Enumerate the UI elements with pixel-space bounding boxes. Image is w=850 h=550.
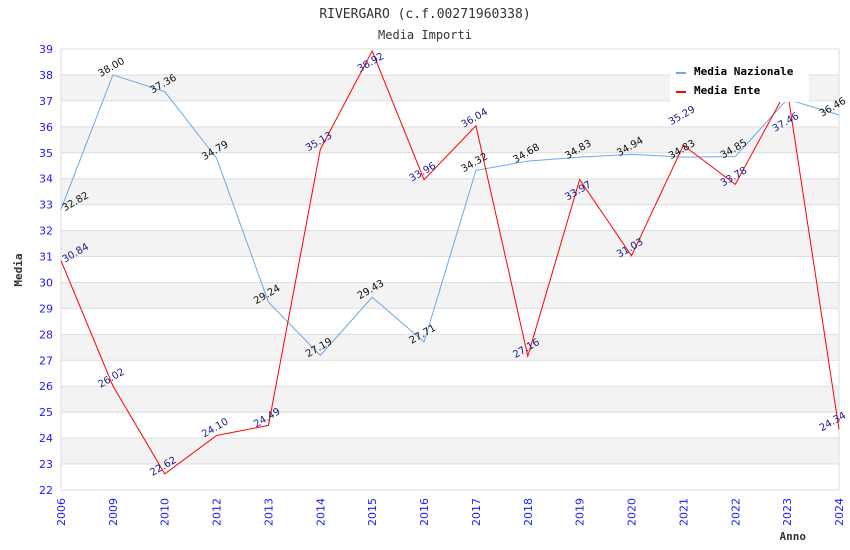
y-tick-label: 36 xyxy=(39,121,53,134)
x-tick-label: 2012 xyxy=(211,498,224,526)
y-tick-label: 28 xyxy=(39,328,53,341)
legend-label-media-ente: Media Ente xyxy=(694,84,761,97)
grid-band xyxy=(61,438,839,465)
y-tick-label: 26 xyxy=(39,380,53,393)
x-tick-label: 2014 xyxy=(314,498,327,526)
grid-band xyxy=(61,386,839,413)
chart-title: RIVERGARO (c.f.00271960338) xyxy=(319,7,530,22)
x-tick-label: 2023 xyxy=(781,498,794,526)
x-tick-label: 2021 xyxy=(677,498,690,526)
legend-background xyxy=(670,58,809,102)
y-tick-label: 34 xyxy=(39,173,53,186)
y-tick-label: 25 xyxy=(39,406,53,419)
y-tick-label: 27 xyxy=(39,354,53,367)
grid-band xyxy=(61,334,839,361)
y-tick-label: 39 xyxy=(39,43,53,56)
x-tick-label: 2016 xyxy=(418,498,431,526)
x-tick-label: 2006 xyxy=(55,498,68,526)
x-axis-ticks: 2006 2009 2010 2012 2013 2014 2015 2016 2017 2018… xyxy=(55,498,846,526)
y-tick-label: 33 xyxy=(39,199,53,212)
y-tick-label: 30 xyxy=(39,276,53,289)
x-tick-label: 2009 xyxy=(107,498,120,526)
y-tick-label: 38 xyxy=(39,69,53,82)
x-tick-label: 2022 xyxy=(729,498,742,526)
grid-band xyxy=(61,230,839,257)
grid-band xyxy=(61,282,839,309)
data-label: 34.32 xyxy=(460,151,490,175)
x-tick-label: 2024 xyxy=(833,498,846,526)
x-tick-label: 2013 xyxy=(262,498,275,526)
x-axis-label: Anno xyxy=(780,530,807,543)
y-tick-label: 24 xyxy=(39,432,53,445)
y-tick-label: 29 xyxy=(39,302,53,315)
data-label: 35.29 xyxy=(667,104,697,128)
x-tick-label: 2017 xyxy=(470,498,483,526)
grid-band xyxy=(61,126,839,153)
x-tick-label: 2018 xyxy=(522,498,535,526)
grid-bands xyxy=(61,74,839,465)
data-labels: 32.8238.0037.3634.7929.2427.1929.4327.71… xyxy=(61,51,848,479)
x-tick-label: 2015 xyxy=(366,498,379,526)
grid-band xyxy=(61,178,839,205)
y-tick-label: 32 xyxy=(39,225,53,238)
y-tick-label: 22 xyxy=(39,484,53,497)
y-axis-ticks: 22 23 24 25 26 27 28 29 30 31 32 33 34 35 36 37 38 39 xyxy=(39,43,53,497)
chart-subtitle: Media Importi xyxy=(378,28,472,42)
legend-label-media-nazionale: Media Nazionale xyxy=(694,65,794,78)
y-tick-label: 23 xyxy=(39,458,53,471)
series-line-media-ente xyxy=(60,49,840,475)
y-axis-label: Media xyxy=(12,253,25,286)
y-tick-label: 37 xyxy=(39,95,53,108)
legend: Media Nazionale Media Ente xyxy=(670,58,809,102)
y-tick-label: 35 xyxy=(39,147,53,160)
x-tick-label: 2020 xyxy=(626,498,639,526)
series-line-media-nazionale xyxy=(60,74,840,357)
y-tick-label: 31 xyxy=(39,251,53,264)
gridlines xyxy=(60,48,840,491)
data-label: 38.92 xyxy=(356,51,386,75)
x-tick-label: 2019 xyxy=(574,498,587,526)
x-tick-label: 2010 xyxy=(159,498,172,526)
series-lines xyxy=(60,49,840,475)
data-label: 24.34 xyxy=(818,410,848,434)
